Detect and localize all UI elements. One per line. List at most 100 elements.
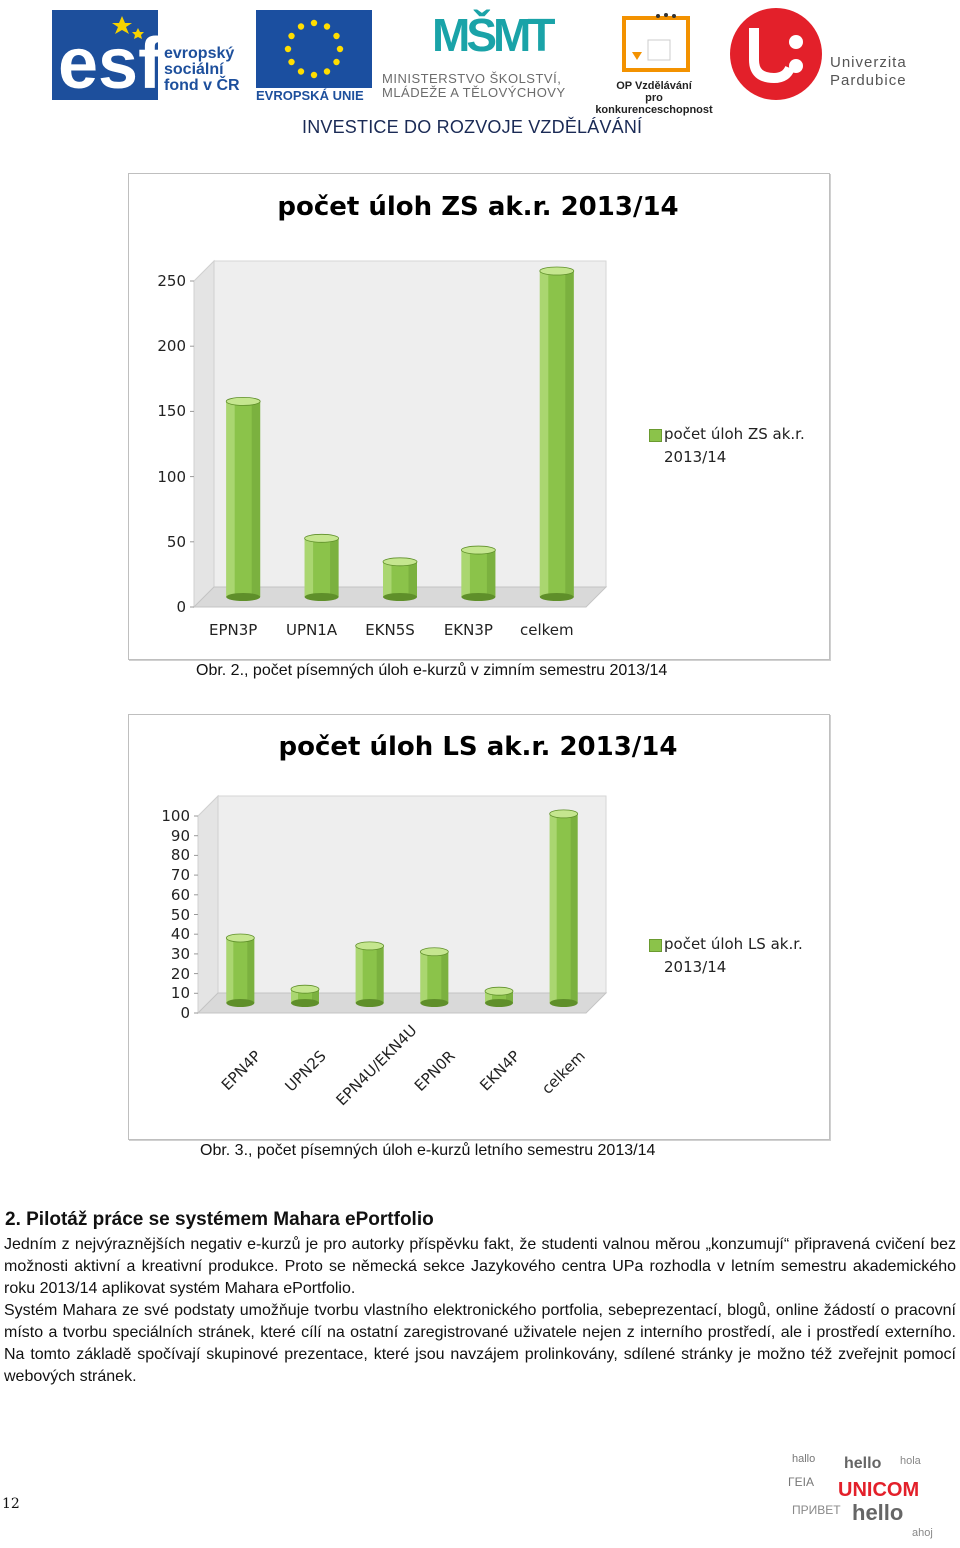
bar-base: [420, 999, 449, 1007]
bar-celkem: [539, 266, 575, 601]
chart-ls-legend-swatch: [649, 939, 662, 952]
chart-side-wall: [197, 794, 219, 1015]
y-tick-label: 20: [170, 964, 190, 983]
y-tick-label: 200: [157, 337, 186, 356]
eu-star-icon: [336, 45, 344, 53]
bar-top: [460, 545, 496, 555]
bar-base: [226, 593, 261, 601]
bar-highlight: [383, 561, 392, 597]
y-tick-label: 100: [157, 467, 186, 486]
y-tick-label: 150: [157, 402, 186, 421]
bar-base: [355, 999, 384, 1007]
y-tick-label: 100: [161, 807, 190, 825]
x-tick-label: celkem: [519, 621, 574, 639]
svg-text:hello: hello: [852, 1500, 903, 1525]
bar-base: [549, 999, 578, 1007]
svg-text:hola: hola: [900, 1455, 922, 1467]
bar-base: [226, 999, 255, 1007]
chart-ls-plot: [194, 794, 608, 1015]
y-tick-label: 40: [170, 925, 190, 944]
eu-star-icon: [310, 71, 318, 79]
eu-star-icon: [284, 45, 292, 53]
msmt-logo-text: MINISTERSTVO ŠKOLSTVÍ, MLÁDEŽE A TĚLOVÝC…: [382, 71, 566, 100]
bar-body: [485, 991, 513, 1003]
y-tick-label: 0: [180, 1004, 190, 1022]
svg-text:UNICOM: UNICOM: [838, 1479, 919, 1501]
bar-top: [484, 986, 514, 996]
bar-EKN5S: [382, 557, 418, 601]
eu-star-icon: [297, 68, 305, 75]
y-tick-label: 0: [176, 598, 186, 616]
bar-top: [225, 396, 261, 406]
op-vzdelavani-text: OP Vzdělávání pro konkurenceschopnost: [595, 80, 713, 116]
svg-text:hallo: hallo: [792, 1453, 815, 1465]
eu-star-icon: [323, 23, 331, 30]
chart-ls-legend-label: počet úloh LS ak.r. 2013/14: [664, 935, 803, 976]
bar-highlight: [485, 991, 492, 1003]
bar-top: [419, 947, 449, 957]
section-heading: 2. Pilotáž práce se systémem Mahara ePor…: [5, 1209, 434, 1230]
bar-base: [304, 593, 339, 601]
bar-UPN1A: [304, 533, 340, 601]
bar-shade: [486, 550, 496, 597]
eu-logo-text: EVROPSKÁ UNIE: [256, 88, 364, 103]
unicom-word-cloud-logo: hallo hello hola ΓΕΙΑ UNICOM ПРИВЕТ hell…: [788, 1453, 933, 1539]
esf-logo: esf: [52, 10, 163, 104]
bar-highlight: [304, 538, 314, 597]
bar-EPN3P: [225, 396, 261, 601]
paragraph-1: Jedním z nejvýraznějších negativ e-kurzů…: [4, 1236, 956, 1297]
chart-ls-title: počet úloh LS ak.r. 2013/14: [278, 732, 678, 762]
y-tick-label: 50: [166, 532, 186, 551]
svg-text:ahoj: ahoj: [912, 1527, 933, 1539]
upa-logo-icon: [730, 8, 822, 100]
x-tick-label: EKN5S: [365, 621, 415, 639]
bar-base: [485, 999, 513, 1007]
upa-logo-text: Univerzita Pardubice: [830, 54, 907, 89]
bar-highlight: [226, 937, 234, 1003]
bar-highlight: [461, 550, 470, 597]
y-tick-label: 10: [170, 984, 190, 1003]
bar-top: [355, 941, 385, 951]
y-tick-label: 80: [170, 846, 190, 865]
bar-top: [304, 533, 340, 543]
bar-base: [461, 593, 496, 601]
eu-star-icon: [297, 23, 305, 30]
bar-shade: [506, 991, 513, 1003]
y-tick-label: 60: [170, 885, 190, 904]
eu-star-icon: [288, 32, 295, 40]
figure-3-caption: Obr. 3., počet písemných úloh e-kurzů le…: [200, 1142, 656, 1159]
eu-star-icon: [333, 32, 340, 40]
bar-EPN4U/EKN4U: [355, 941, 385, 1007]
svg-text:esf: esf: [58, 24, 158, 100]
y-tick-label: 30: [170, 944, 190, 963]
bar-shade: [408, 561, 417, 597]
bar-shade: [570, 813, 578, 1003]
y-tick-label: 70: [170, 866, 190, 885]
x-tick-label: EPN3P: [209, 621, 258, 639]
bar-shade: [251, 401, 261, 597]
bar-EKN4P: [484, 986, 514, 1007]
svg-text:ПРИВЕТ: ПРИВЕТ: [792, 1503, 841, 1517]
eu-flag-icon: [256, 10, 372, 88]
svg-text:ΓΕΙΑ: ΓΕΙΑ: [788, 1475, 814, 1489]
chart-back-wall: [217, 795, 607, 994]
bar-shade: [330, 538, 339, 597]
bar-shade: [247, 937, 255, 1003]
bar-highlight: [420, 951, 428, 1003]
chart-zs-title: počet úloh ZS ak.r. 2013/14: [277, 192, 679, 222]
chart-zs-legend-label: počet úloh ZS ak.r. 2013/14: [664, 425, 805, 466]
bar-base: [539, 593, 574, 601]
page-number: 12: [2, 1496, 20, 1512]
y-tick-label: 50: [170, 905, 190, 924]
svg-text:hello: hello: [844, 1455, 882, 1472]
bar-highlight: [549, 813, 557, 1003]
bar-EPN4P: [225, 933, 255, 1007]
y-tick-label: 90: [170, 826, 190, 845]
y-tick-label: 250: [157, 272, 186, 290]
op-vzdelavani-logo: [618, 12, 692, 76]
esf-logo-text: evropský sociální fond v ČR: [164, 45, 240, 94]
x-tick-label: EKN3P: [443, 621, 493, 639]
bar-top: [225, 933, 255, 943]
bar-highlight: [291, 989, 298, 1003]
bar-base: [291, 999, 319, 1007]
